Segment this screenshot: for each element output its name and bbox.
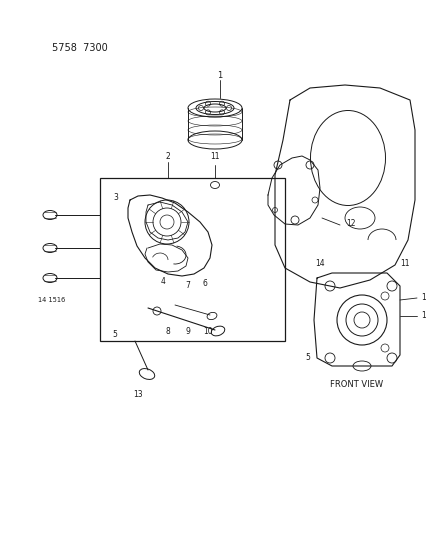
Text: FRONT VIEW: FRONT VIEW	[330, 381, 383, 390]
Text: 5: 5	[305, 353, 310, 362]
Text: 13: 13	[133, 391, 142, 400]
Text: 14: 14	[314, 259, 324, 268]
Text: 9: 9	[185, 327, 190, 336]
Text: 2: 2	[165, 151, 170, 160]
Text: 3: 3	[113, 193, 118, 203]
Text: 6: 6	[202, 279, 207, 287]
Text: 5: 5	[112, 330, 117, 340]
Text: 8: 8	[165, 327, 170, 336]
Text: 11: 11	[399, 259, 409, 268]
Text: 15: 15	[420, 294, 426, 303]
Text: 4: 4	[160, 278, 165, 287]
Text: 7: 7	[185, 280, 190, 289]
Text: 1: 1	[217, 70, 222, 79]
Bar	[100, 178, 284, 341]
Text: 14 1516: 14 1516	[38, 297, 65, 303]
Text: 13: 13	[420, 311, 426, 320]
Text: 11: 11	[210, 151, 219, 160]
Text: 12: 12	[345, 220, 355, 229]
Text: 5758  7300: 5758 7300	[52, 43, 107, 53]
Text: 10: 10	[203, 327, 212, 336]
